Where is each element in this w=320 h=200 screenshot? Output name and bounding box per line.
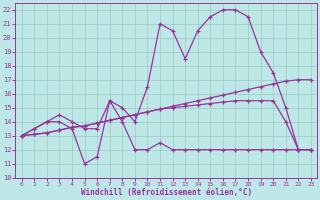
X-axis label: Windchill (Refroidissement éolien,°C): Windchill (Refroidissement éolien,°C) <box>81 188 252 197</box>
